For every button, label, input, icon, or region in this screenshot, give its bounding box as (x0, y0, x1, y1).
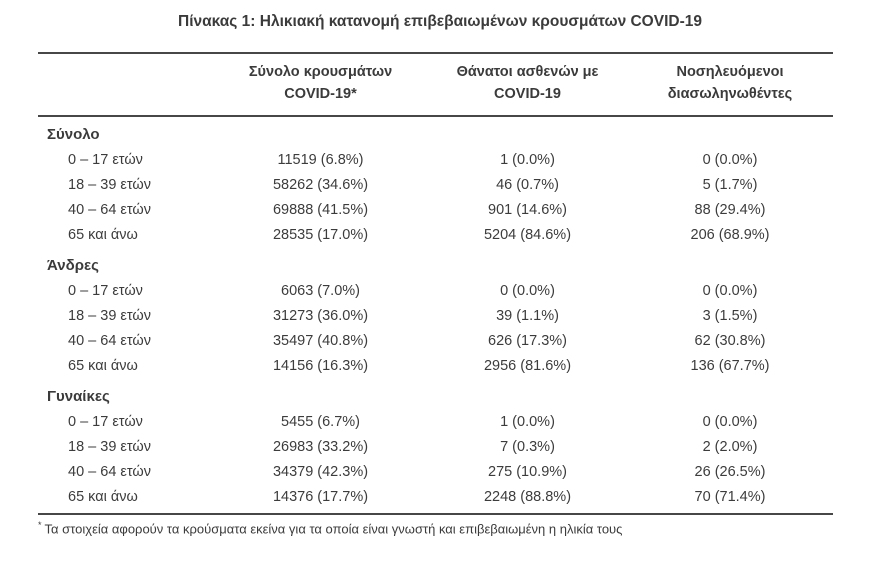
section-total: Σύνολο 0 – 17 ετών 11519 (6.8%) 1 (0.0%)… (38, 122, 833, 247)
cell-cases: 5455 (6.7%) (281, 413, 360, 430)
table-row: 40 – 64 ετών 69888 (41.5%) 901 (14.6%) 8… (38, 197, 833, 222)
cell-cases: 34379 (42.3%) (272, 463, 369, 480)
col-header-intubated: Νοσηλευόμενοι διασωληνωθέντες (627, 62, 833, 105)
row-label: 0 – 17 ετών (68, 151, 143, 168)
col-header-intubated-line1: Νοσηλευόμενοι (676, 64, 784, 80)
cell-deaths: 275 (10.9%) (488, 463, 567, 480)
footnote-marker: * (38, 520, 42, 530)
row-label: 18 – 39 ετών (68, 438, 151, 455)
cell-deaths: 46 (0.7%) (496, 176, 559, 193)
row-label: 18 – 39 ετών (68, 307, 151, 324)
col-header-intubated-line2: διασωληνωθέντες (667, 85, 793, 102)
table-row: 0 – 17 ετών 5455 (6.7%) 1 (0.0%) 0 (0.0%… (38, 409, 833, 434)
table-row: 65 και άνω 14376 (17.7%) 2248 (88.8%) 70… (38, 484, 833, 509)
footnote-text: Τα στοιχεία αφορούν τα κρούσματα εκείνα … (44, 521, 623, 537)
row-label: 40 – 64 ετών (68, 332, 151, 349)
cell-intubated: 2 (2.0%) (702, 438, 758, 455)
section-women: Γυναίκες 0 – 17 ετών 5455 (6.7%) 1 (0.0%… (38, 384, 833, 509)
cell-intubated: 62 (30.8%) (694, 332, 766, 349)
cell-cases: 26983 (33.2%) (272, 438, 369, 455)
cell-intubated: 206 (68.9%) (690, 226, 770, 243)
cell-cases: 28535 (17.0%) (272, 226, 369, 243)
section-title: Γυναίκες (47, 388, 110, 405)
row-label: 65 και άνω (68, 226, 138, 243)
cell-deaths: 1 (0.0%) (500, 413, 555, 430)
row-label: 40 – 64 ετών (68, 201, 151, 218)
cell-deaths: 7 (0.3%) (500, 438, 555, 455)
cell-intubated: 26 (26.5%) (694, 463, 766, 480)
cell-deaths: 626 (17.3%) (488, 332, 567, 349)
col-header-deaths-line1: Θάνατοι ασθενών με (456, 64, 599, 80)
row-label: 0 – 17 ετών (68, 413, 143, 430)
table-row: 18 – 39 ετών 31273 (36.0%) 39 (1.1%) 3 (… (38, 303, 833, 328)
cell-intubated: 3 (1.5%) (702, 307, 758, 324)
cell-deaths: 901 (14.6%) (488, 201, 567, 218)
cell-cases: 58262 (34.6%) (272, 176, 369, 193)
section-title: Άνδρες (47, 257, 99, 274)
cell-cases: 6063 (7.0%) (281, 282, 360, 299)
col-header-deaths: Θάνατοι ασθενών με COVID-19 (428, 62, 627, 105)
cell-intubated: 5 (1.7%) (702, 176, 758, 193)
cell-cases: 11519 (6.8%) (277, 151, 364, 168)
cell-intubated: 70 (71.4%) (694, 488, 766, 505)
section-men: Άνδρες 0 – 17 ετών 6063 (7.0%) 0 (0.0%) … (38, 253, 833, 378)
table-body: Σύνολο 0 – 17 ετών 11519 (6.8%) 1 (0.0%)… (38, 117, 833, 515)
table-row: 0 – 17 ετών 11519 (6.8%) 1 (0.0%) 0 (0.0… (38, 147, 833, 172)
cell-intubated: 136 (67.7%) (690, 357, 770, 374)
covid-age-table: Σύνολο κρουσμάτων COVID-19* Θάνατοι ασθε… (38, 52, 833, 515)
cell-deaths: 2956 (81.6%) (483, 357, 572, 374)
cell-deaths: 39 (1.1%) (496, 307, 559, 324)
cell-cases: 14376 (17.7%) (272, 488, 369, 505)
cell-cases: 14156 (16.3%) (272, 357, 369, 374)
table-row: 65 και άνω 14156 (16.3%) 2956 (81.6%) 13… (38, 353, 833, 378)
cell-cases: 35497 (40.8%) (272, 332, 369, 349)
cell-deaths: 1 (0.0%) (500, 151, 555, 168)
section-title: Σύνολο (47, 126, 100, 143)
row-label: 65 και άνω (68, 357, 138, 374)
cell-cases: 69888 (41.5%) (272, 201, 369, 218)
cell-deaths: 0 (0.0%) (500, 282, 555, 299)
col-header-cases-line1: Σύνολο κρουσμάτων (248, 64, 393, 80)
col-header-deaths-line2: COVID-19 (494, 85, 561, 102)
cell-intubated: 0 (0.0%) (702, 282, 758, 299)
table-row: 18 – 39 ετών 58262 (34.6%) 46 (0.7%) 5 (… (38, 172, 833, 197)
cell-intubated: 88 (29.4%) (694, 201, 766, 218)
row-label: 40 – 64 ετών (68, 463, 151, 480)
table-row: 40 – 64 ετών 34379 (42.3%) 275 (10.9%) 2… (38, 459, 833, 484)
row-label: 18 – 39 ετών (68, 176, 151, 193)
cell-deaths: 5204 (84.6%) (483, 226, 572, 243)
row-label: 65 και άνω (68, 488, 138, 505)
cell-deaths: 2248 (88.8%) (483, 488, 572, 505)
col-header-cases-line2: COVID-19* (284, 85, 357, 102)
table-header-row: Σύνολο κρουσμάτων COVID-19* Θάνατοι ασθε… (38, 54, 833, 117)
footnote: * Τα στοιχεία αφορούν τα κρούσματα εκείνα… (38, 515, 833, 536)
table-row: 65 και άνω 28535 (17.0%) 5204 (84.6%) 20… (38, 222, 833, 247)
cell-cases: 31273 (36.0%) (272, 307, 369, 324)
table-row: 18 – 39 ετών 26983 (33.2%) 7 (0.3%) 2 (2… (38, 434, 833, 459)
col-header-cases: Σύνολο κρουσμάτων COVID-19* (213, 62, 428, 105)
cell-intubated: 0 (0.0%) (702, 413, 758, 430)
table-row: 0 – 17 ετών 6063 (7.0%) 0 (0.0%) 0 (0.0%… (38, 278, 833, 303)
page-title: Πίνακας 1: Ηλικιακή κατανομή επιβεβαιωμέ… (178, 13, 702, 30)
cell-intubated: 0 (0.0%) (702, 151, 758, 168)
row-label: 0 – 17 ετών (68, 282, 143, 299)
table-row: 40 – 64 ετών 35497 (40.8%) 626 (17.3%) 6… (38, 328, 833, 353)
